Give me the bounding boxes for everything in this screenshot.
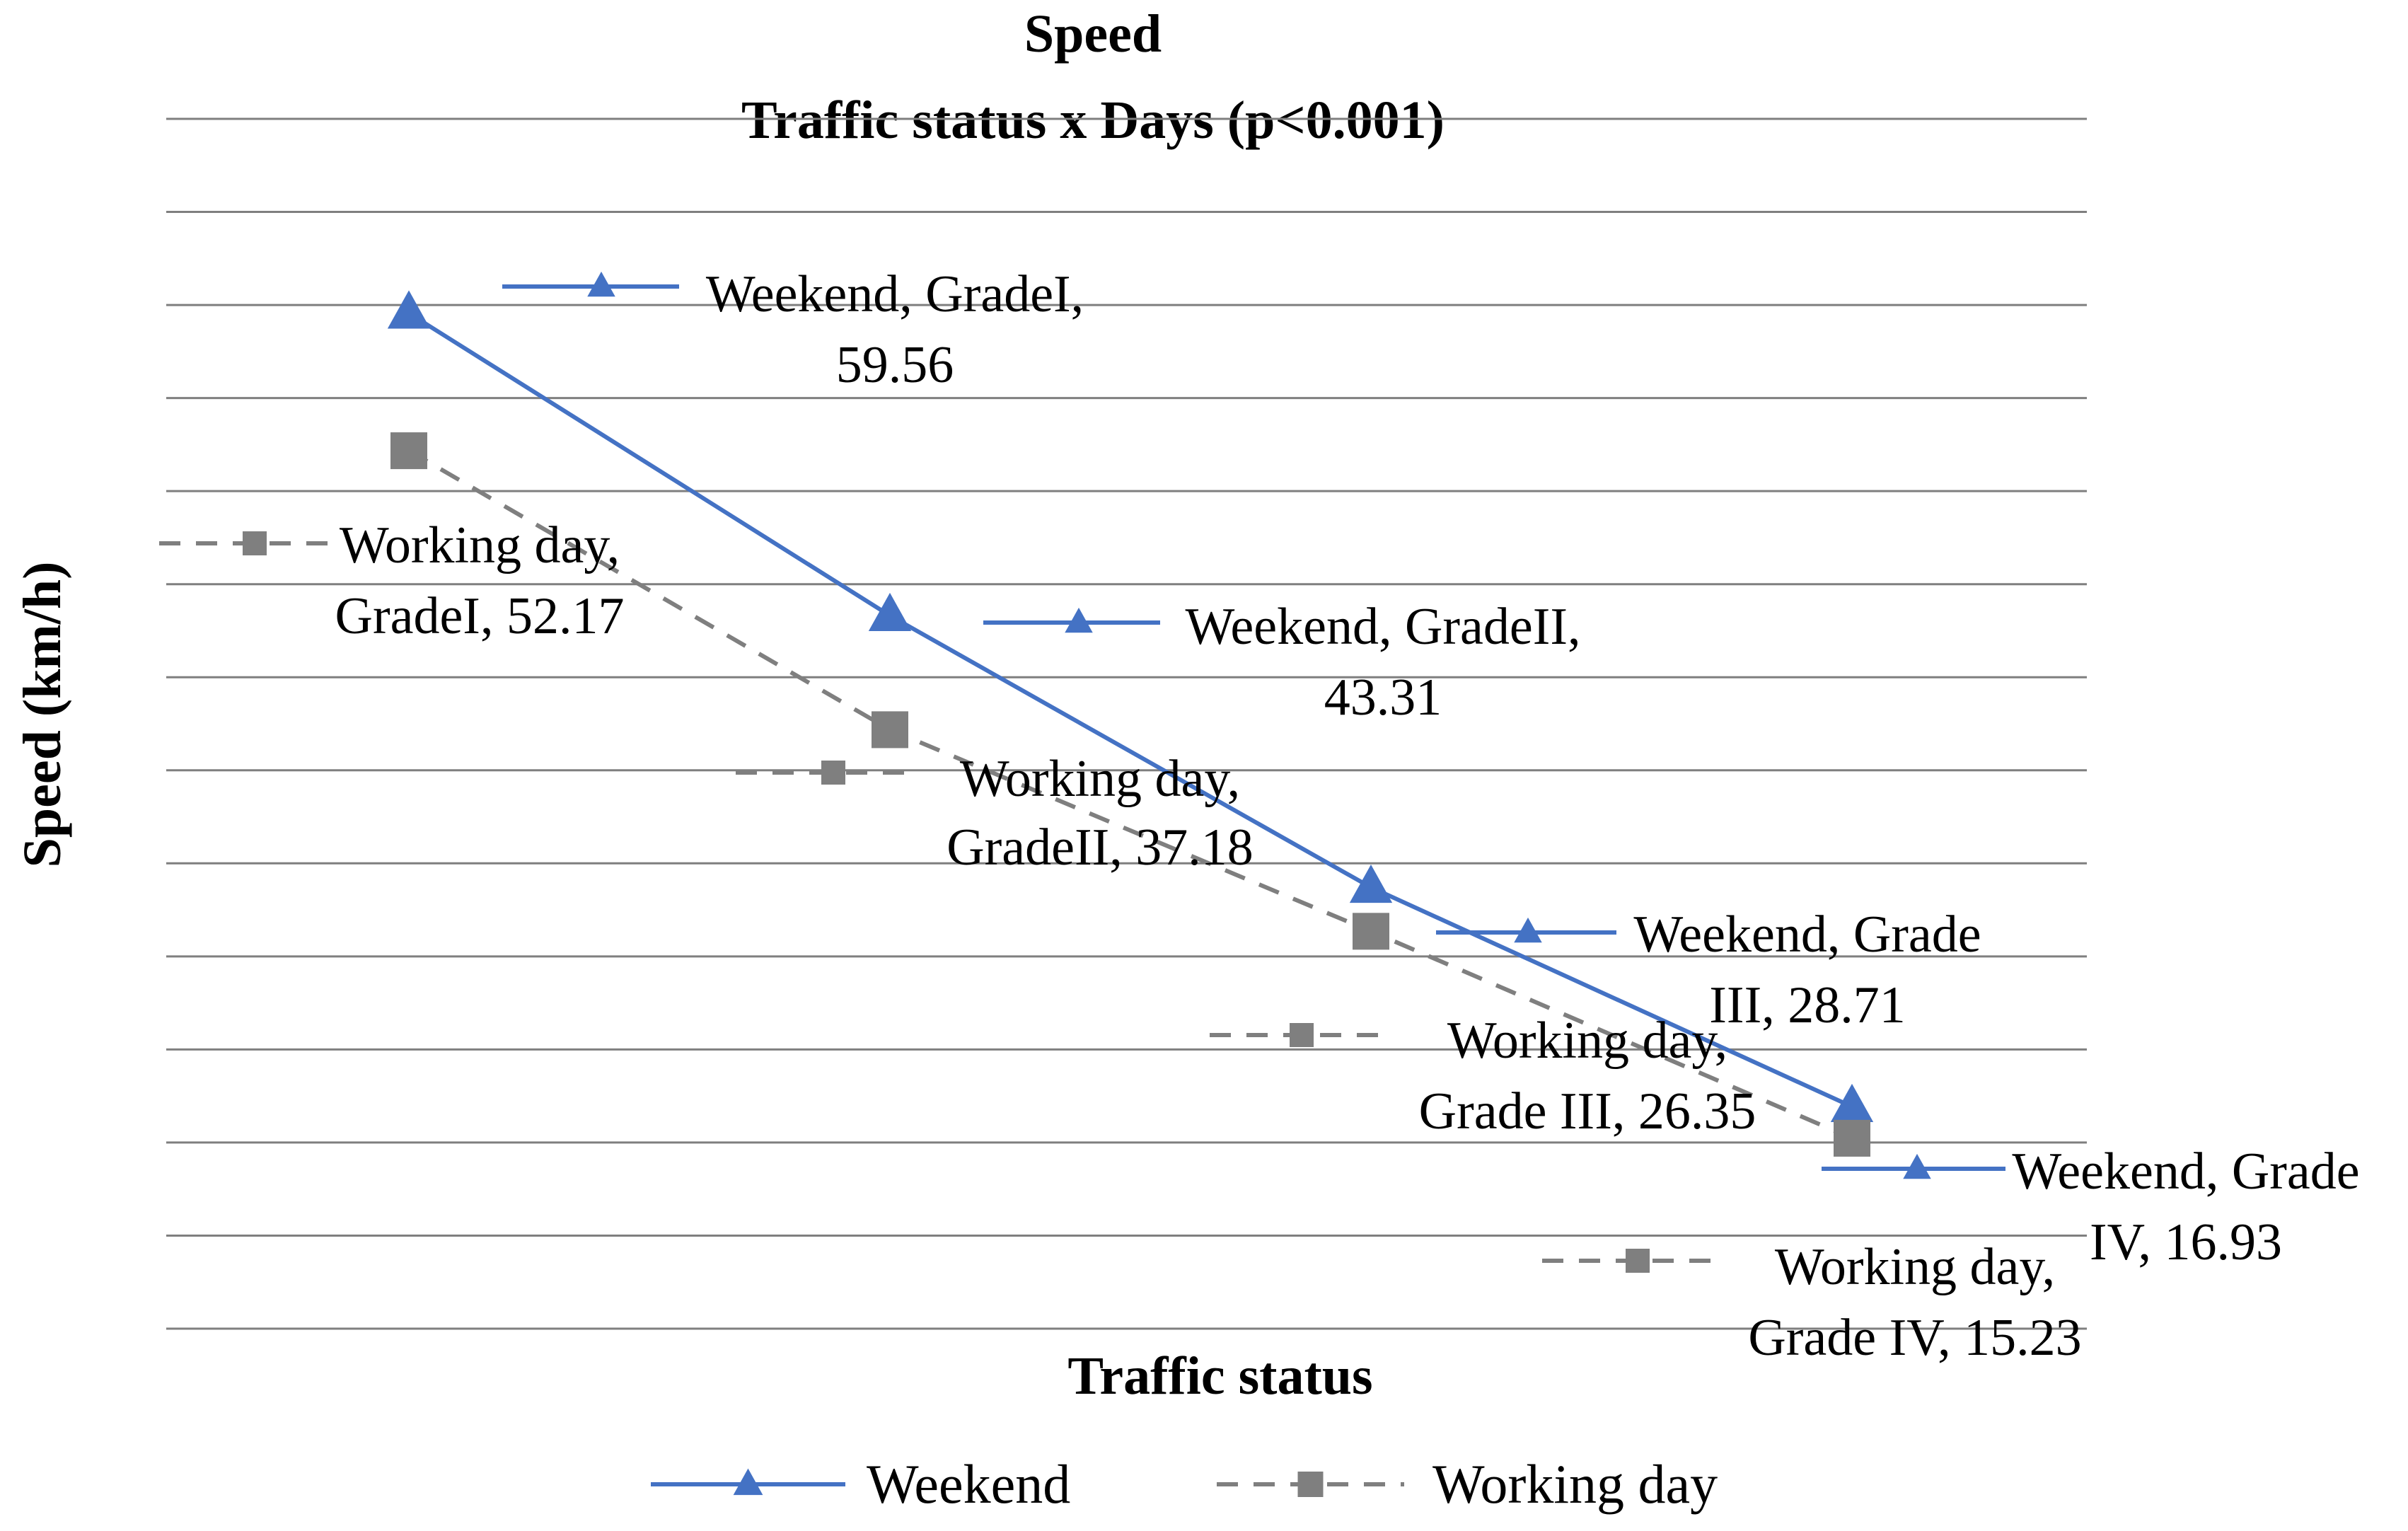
legend-label: Weekend xyxy=(867,1453,1070,1515)
chart-titles: Speed Traffic status x Days (p<0.001) xyxy=(741,4,1445,150)
label-leader-marker xyxy=(1065,607,1093,633)
data-label-line1: Working day, xyxy=(340,516,620,574)
series-lines xyxy=(387,290,1874,1157)
axis-titles: Traffic status Speed (km/h) xyxy=(13,562,1373,1406)
data-label-line2: GradeI, 52.17 xyxy=(335,587,625,645)
data-label-line1: Working day, xyxy=(960,750,1240,808)
legend: Weekend Working day xyxy=(651,1453,1718,1515)
data-label-line2: III, 28.71 xyxy=(1709,976,1905,1034)
data-label-line2: GradeII, 37.18 xyxy=(947,819,1254,877)
data-label-line2: 43.31 xyxy=(1324,669,1442,727)
label-leader-lines xyxy=(159,271,2005,1273)
data-label-line1: Weekend, Grade xyxy=(1633,906,1981,964)
gridlines xyxy=(166,117,2087,1330)
label-leader-marker xyxy=(1290,1023,1314,1047)
label-leader-marker xyxy=(243,531,267,555)
data-point-marker xyxy=(868,592,912,631)
series-line-working-day xyxy=(407,449,1853,1140)
data-label-line1: Weekend, GradeII, xyxy=(1185,598,1580,656)
series-line-weekend xyxy=(407,311,1853,1109)
data-point-marker xyxy=(1834,1119,1870,1157)
chart-subtitle: Traffic status x Days (p<0.001) xyxy=(741,91,1445,150)
data-label-line2: Grade IV, 15.23 xyxy=(1748,1309,2081,1367)
data-label-line1: Working day, xyxy=(1447,1012,1727,1070)
x-axis-title: Traffic status xyxy=(1067,1346,1372,1406)
label-leader-marker xyxy=(1514,917,1542,943)
data-point-marker xyxy=(390,432,427,470)
legend-label: Working day xyxy=(1432,1453,1718,1515)
label-leader-marker xyxy=(821,761,845,785)
data-point-marker xyxy=(387,290,431,329)
data-label-line1: Weekend, Grade xyxy=(2012,1143,2359,1201)
data-label-line2: Grade III, 26.35 xyxy=(1419,1082,1756,1140)
y-axis-title: Speed (km/h) xyxy=(13,562,72,868)
label-leader-marker xyxy=(1626,1249,1650,1273)
data-label-line1: Working day, xyxy=(1775,1238,2055,1296)
data-label-line2: 59.56 xyxy=(836,336,954,394)
data-point-marker xyxy=(872,711,908,749)
label-leader-marker xyxy=(1903,1153,1931,1179)
legend-swatch-marker xyxy=(1297,1472,1324,1497)
chart-title: Speed xyxy=(1024,4,1162,64)
data-point-marker xyxy=(1353,913,1389,950)
data-label-line2: IV, 16.93 xyxy=(2090,1213,2282,1271)
legend-swatch-marker xyxy=(733,1468,763,1496)
data-labels: Weekend, GradeI, 59.56 Weekend, GradeII, 43… xyxy=(335,265,2360,1367)
data-point-marker xyxy=(1349,865,1393,903)
data-point-marker xyxy=(1830,1083,1874,1122)
label-leader-marker xyxy=(587,271,615,297)
data-label-line1: Weekend, GradeI, xyxy=(706,265,1084,323)
